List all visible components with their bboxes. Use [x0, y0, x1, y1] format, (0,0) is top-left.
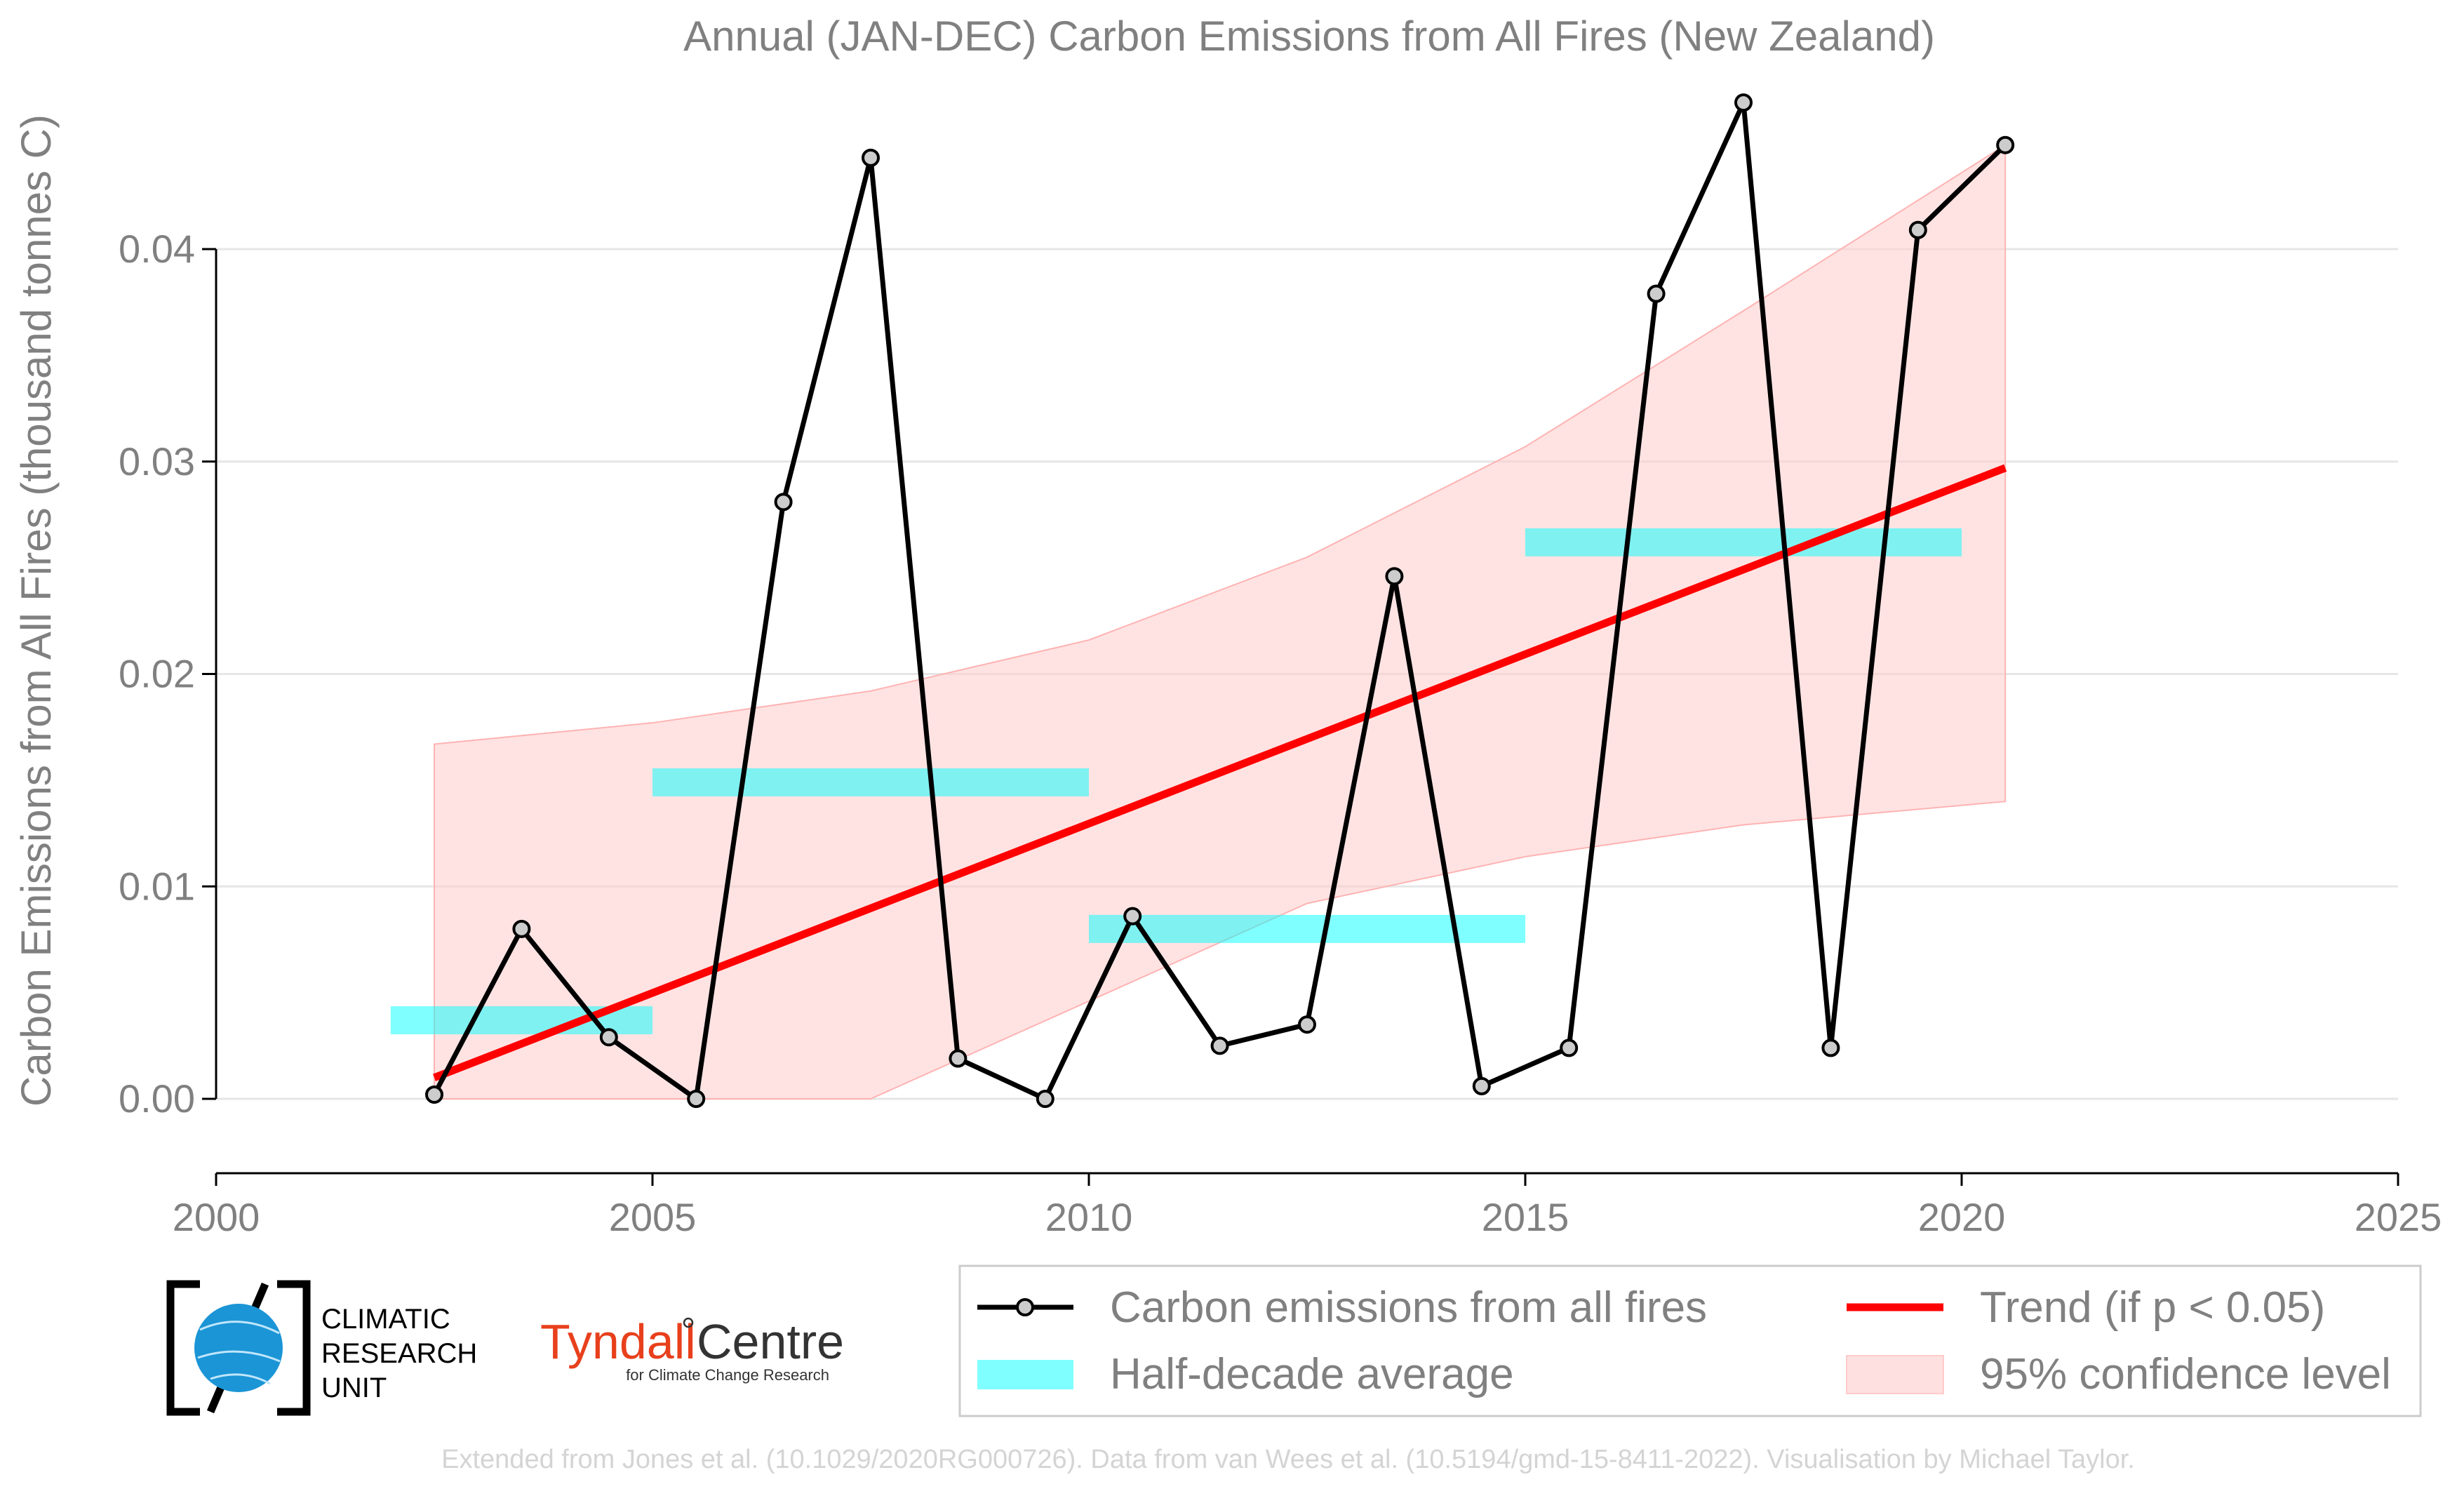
data-point [774, 493, 793, 512]
data-point [949, 1049, 967, 1068]
y-tick-label: 0.00 [119, 1076, 195, 1121]
tyndall-name: Tyndall [540, 1314, 696, 1369]
legend-average-swatch [977, 1360, 1073, 1389]
cru-text-line-1: CLIMATIC [321, 1304, 450, 1335]
data-point [599, 1028, 618, 1047]
data-point [512, 919, 531, 938]
y-tick-label: 0.04 [119, 227, 195, 271]
degree-icon [683, 1317, 694, 1328]
y-tick-label: 0.01 [119, 864, 195, 908]
legend-band-swatch [1846, 1355, 1944, 1394]
cru-bracket-right [277, 1280, 311, 1416]
data-point [1647, 284, 1666, 303]
data-point [1472, 1076, 1491, 1095]
globe-icon [194, 1304, 283, 1392]
series-layer [425, 93, 2015, 1109]
chart-title: Annual (JAN-DEC) Carbon Emissions from A… [683, 13, 1935, 60]
legend-label-trend: Trend (if p < 0.05) [1980, 1283, 2325, 1332]
trend-layer [433, 464, 2007, 1081]
x-tick-label: 2015 [1482, 1195, 1569, 1239]
x-tick-label: 2000 [173, 1195, 260, 1239]
legend-label-series: Carbon emissions from all fires [1110, 1283, 1707, 1332]
x-tick-label: 2005 [609, 1195, 697, 1239]
tick-labels: 0.00 0.01 0.02 0.03 0.04 2000 2005 2010 2015 2020… [119, 227, 2442, 1239]
globe-lines-icon [197, 1321, 281, 1385]
x-tick-label: 2025 [2355, 1195, 2442, 1239]
half-decade-average-bar [1089, 914, 1525, 943]
footer-credit: Extended from Jones et al. (10.1029/2020… [441, 1445, 2135, 1474]
cru-text-line-3: UNIT [321, 1373, 387, 1403]
legend: Carbon emissions from all fires Trend (i… [958, 1264, 2422, 1417]
data-point [1908, 220, 1927, 239]
data-point [1210, 1036, 1229, 1055]
legend-label-band: 95% confidence level [1980, 1350, 2391, 1398]
cru-bracket-left [166, 1280, 200, 1416]
axes [202, 248, 2399, 1186]
half-decade-average-bar [1525, 528, 1962, 556]
tyndall-logo: Tyndall Centre for Climate Change Resear… [540, 1314, 844, 1384]
data-point [1385, 567, 1404, 586]
cru-text-line-2: RESEARCH [321, 1338, 477, 1369]
data-point [1123, 907, 1142, 926]
data-point [1560, 1038, 1579, 1057]
x-tick-label: 2020 [1918, 1195, 2006, 1239]
y-tick-label: 0.03 [119, 439, 195, 483]
y-axis-label: Carbon Emissions from All Fires (thousan… [13, 114, 60, 1107]
tyndall-centre: Centre [697, 1314, 844, 1369]
half-decade-average-bar [652, 768, 1089, 796]
y-tick-label: 0.02 [119, 652, 195, 696]
cru-logo: CLIMATIC RESEARCH UNIT [166, 1280, 477, 1416]
data-point [1036, 1090, 1054, 1109]
data-point [1298, 1015, 1316, 1034]
x-tick-label: 2010 [1045, 1195, 1133, 1239]
confidence-band-layer [434, 143, 2007, 1100]
data-point [425, 1085, 443, 1104]
legend-series-marker [1016, 1298, 1034, 1316]
legend-label-average: Half-decade average [1110, 1350, 1514, 1398]
confidence-band [434, 143, 2007, 1100]
data-point [1821, 1038, 1840, 1057]
data-point [687, 1090, 706, 1109]
legend-box [958, 1264, 2422, 1417]
trend-line [433, 464, 2007, 1081]
tyndall-subtitle: for Climate Change Research [626, 1366, 829, 1384]
data-point [862, 148, 880, 167]
data-point [1996, 135, 2015, 154]
data-point [1734, 93, 1753, 112]
